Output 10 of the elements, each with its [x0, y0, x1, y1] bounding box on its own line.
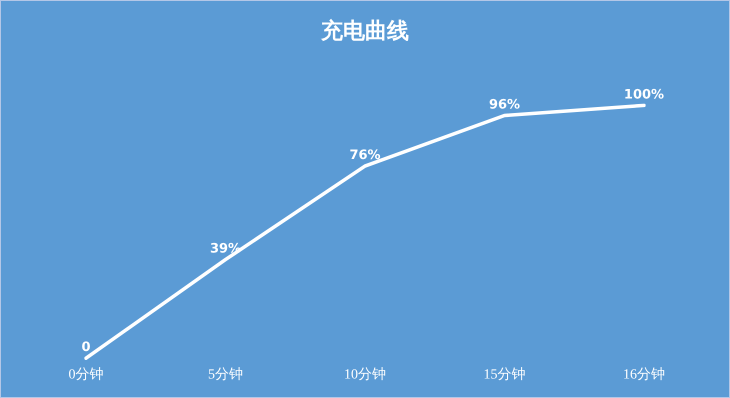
x-tick-label: 0分钟: [68, 366, 104, 382]
data-label: 76%: [349, 148, 381, 163]
x-tick-label: 5分钟: [208, 366, 243, 382]
data-label: 0: [81, 340, 91, 356]
data-label: 96%: [488, 97, 520, 112]
x-tick-label: 16分钟: [623, 366, 665, 382]
data-label: 100%: [624, 87, 664, 102]
chart-title: 充电曲线: [320, 18, 409, 44]
x-tick-label: 10分钟: [344, 366, 386, 382]
x-tick-label: 15分钟: [484, 366, 526, 382]
